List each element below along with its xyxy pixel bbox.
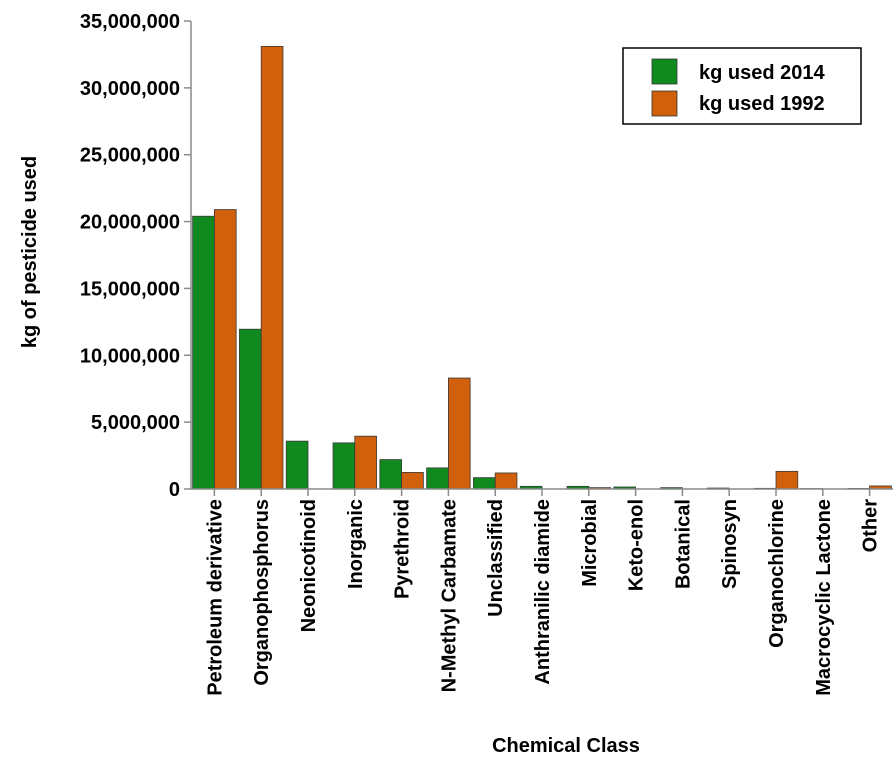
y-tick-label: 0 bbox=[169, 479, 180, 501]
bar-1992-n-methyl-carbamate bbox=[447, 377, 471, 490]
y-tick-label: 30,000,000 bbox=[80, 78, 180, 100]
x-tick-label: Spinosyn bbox=[719, 499, 741, 589]
y-tick-label: 5,000,000 bbox=[91, 412, 180, 434]
x-tick-label: Keto-enol bbox=[626, 499, 648, 591]
bar-1992-organophosphorus bbox=[260, 46, 284, 490]
x-tick-label: Unclassified bbox=[485, 499, 507, 617]
x-tick-label: Microbial bbox=[579, 499, 601, 587]
x-tick-label: Botanical bbox=[672, 499, 694, 589]
y-tick-label: 20,000,000 bbox=[80, 212, 180, 234]
x-tick-label: Organochlorine bbox=[766, 499, 788, 648]
bar-2014-inorganic bbox=[332, 442, 356, 490]
legend: kg used 2014 kg used 1992 bbox=[622, 47, 862, 125]
y-tick-label: 35,000,000 bbox=[80, 11, 180, 33]
x-tick-label: Neonicotinoid bbox=[298, 499, 320, 632]
bar-2014-petroleum-derivative bbox=[192, 215, 215, 490]
bar-1992-unclassified bbox=[494, 472, 518, 490]
x-tick-label: Petroleum derivative bbox=[204, 499, 226, 696]
legend-label-1992: kg used 1992 bbox=[699, 93, 825, 115]
legend-swatch-2014 bbox=[651, 58, 678, 85]
legend-label-2014: kg used 2014 bbox=[699, 62, 826, 84]
bar-1992-petroleum-derivative bbox=[213, 209, 237, 490]
bar-1992-pyrethroid bbox=[401, 472, 424, 490]
y-tick-label: 15,000,000 bbox=[80, 278, 180, 300]
bar-1992-inorganic bbox=[354, 435, 377, 490]
legend-swatch-1992 bbox=[651, 90, 678, 117]
bar-2014-organophosphorus bbox=[239, 328, 262, 490]
x-tick-label: Macrocyclic Lactone bbox=[813, 499, 835, 696]
x-tick-label: N-Methyl Carbamate bbox=[438, 499, 460, 692]
bar-1992-organochlorine bbox=[775, 470, 799, 490]
y-axis-title: kg of pesticide used bbox=[19, 156, 41, 348]
bar-2014-unclassified bbox=[473, 477, 496, 490]
x-tick-label: Organophosphorus bbox=[251, 499, 273, 686]
y-axis-ticks: 0 5,000,000 10,000,000 15,000,000 20,000,000… bbox=[80, 11, 191, 501]
bar-2014-neonicotinoid bbox=[285, 440, 309, 490]
x-tick-label: Pyrethroid bbox=[392, 499, 414, 599]
bar-2014-n-methyl-carbamate bbox=[426, 467, 449, 490]
bar-2014-pyrethroid bbox=[379, 459, 402, 490]
x-tick-label: Anthranilic diamide bbox=[532, 499, 554, 685]
y-tick-label: 25,000,000 bbox=[80, 145, 180, 167]
x-tick-label: Inorganic bbox=[345, 499, 367, 589]
x-axis-tick-labels: Petroleum derivative Organophosphorus Neon… bbox=[204, 489, 882, 696]
x-axis-title: Chemical Class bbox=[492, 735, 640, 757]
y-tick-label: 10,000,000 bbox=[80, 345, 180, 367]
x-tick-label: Other bbox=[860, 499, 882, 553]
